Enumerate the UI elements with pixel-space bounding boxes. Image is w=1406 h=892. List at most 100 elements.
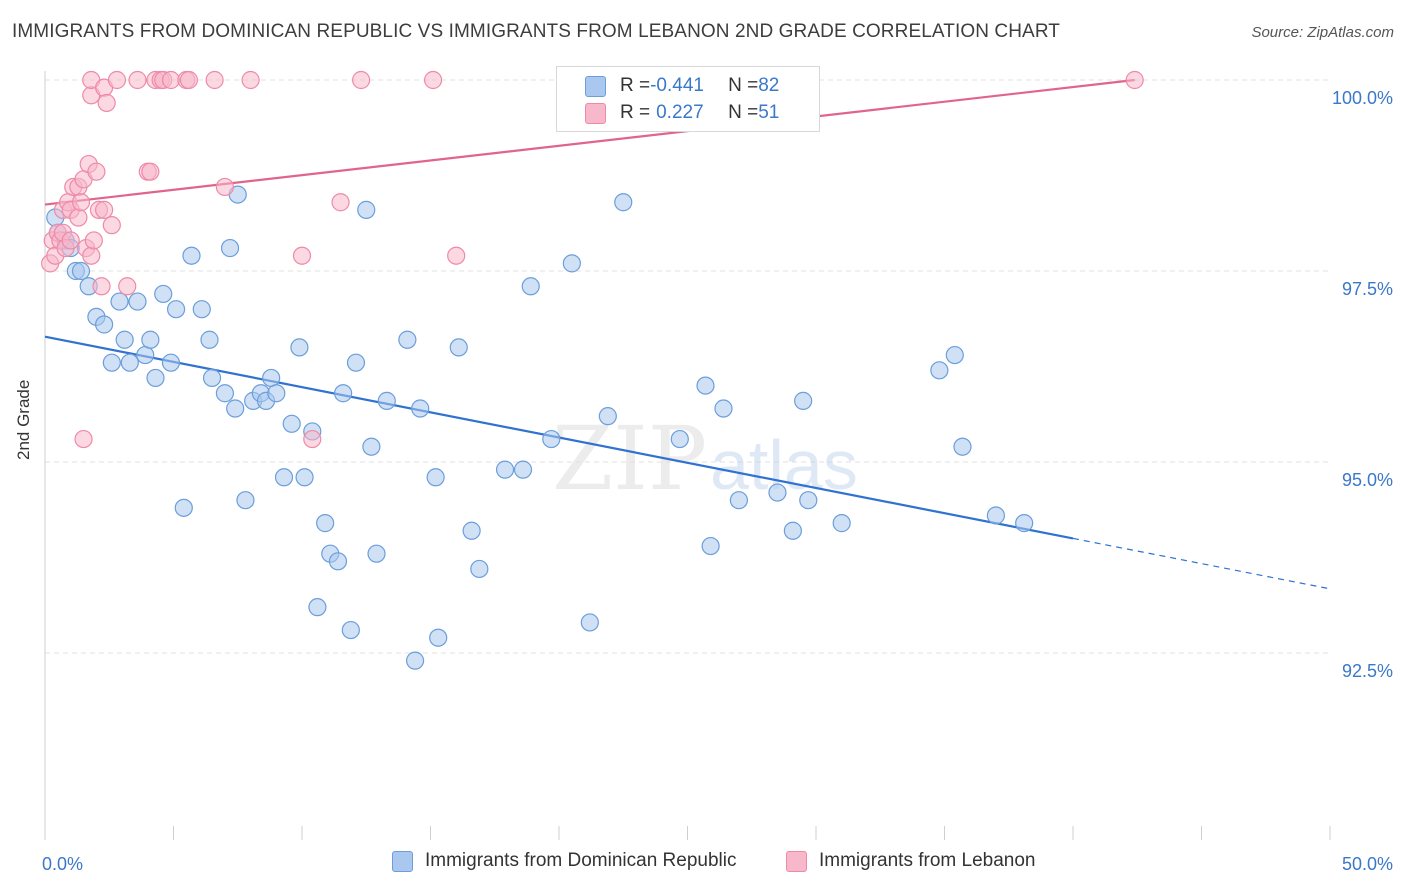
dominican-point <box>334 384 353 403</box>
lebanon-point <box>95 200 114 219</box>
lebanon-point <box>141 162 160 181</box>
tick-labels: 92.5% 95.0% 97.5% 100.0% 0.0% 50.0% <box>42 88 1393 874</box>
lebanon-point <box>87 162 106 181</box>
lebanon-point <box>74 429 93 449</box>
dominican-point <box>362 437 381 456</box>
legend-swatch-pink <box>585 102 606 124</box>
lebanon-point <box>352 70 371 90</box>
dominican-point <box>328 552 348 571</box>
dominican-point <box>357 200 376 219</box>
lebanon-point <box>128 70 147 90</box>
n-value: 82 <box>758 75 780 96</box>
axis-layer <box>44 71 1331 840</box>
y-tick-label: 100.0% <box>1332 88 1393 108</box>
points-layer <box>41 70 1144 670</box>
dominican-point <box>161 353 181 372</box>
r-value: -0.441 <box>650 75 704 96</box>
dominican-point <box>202 368 222 388</box>
lebanon-point <box>118 277 137 296</box>
legend-row-dominican: R = -0.441 N = 82 <box>585 74 779 98</box>
dominican-point <box>267 384 286 403</box>
dominican-point <box>521 277 540 296</box>
dominican-point <box>110 292 129 311</box>
dominican-point <box>832 514 851 533</box>
dominican-point <box>136 345 155 365</box>
lebanon-point <box>97 93 116 113</box>
dominican-point <box>71 261 91 281</box>
dominican-point <box>696 376 715 395</box>
dominican-point <box>470 559 489 579</box>
lebanon-point <box>292 246 312 265</box>
dominican-point <box>986 506 1006 525</box>
dominican-point <box>226 399 245 418</box>
dominican-point <box>768 483 787 502</box>
dominican-point <box>495 460 515 479</box>
dominican-point <box>215 384 234 403</box>
n-label: N = <box>728 102 759 123</box>
lebanon-point <box>107 70 127 90</box>
dominican-point <box>598 407 617 426</box>
dominican-point <box>316 514 335 533</box>
dominican-point <box>115 330 134 349</box>
dominican-point <box>513 460 533 479</box>
lebanon-point <box>92 277 111 296</box>
lebanon-point <box>303 429 322 449</box>
lebanon-point <box>331 193 350 212</box>
dominican-point <box>462 521 481 540</box>
dominican-point <box>236 491 255 510</box>
r-label: R = <box>620 102 651 123</box>
dominican-point <box>166 300 186 319</box>
dominican-point <box>614 193 633 212</box>
lebanon-point <box>241 70 260 90</box>
lebanon-point <box>215 177 234 197</box>
dominican-point <box>670 429 689 449</box>
dominican-point <box>426 468 445 487</box>
dominican-point <box>282 414 301 433</box>
dominican-point <box>262 368 281 388</box>
dominican-point <box>930 361 949 380</box>
dominican-point <box>141 330 160 349</box>
lebanon-point <box>179 70 199 90</box>
n-value: 51 <box>758 102 780 123</box>
chart-title: IMMIGRANTS FROM DOMINICAN REPUBLIC VS IM… <box>12 21 1061 42</box>
lebanon-point <box>84 231 103 250</box>
lebanon-point <box>102 216 121 235</box>
dominican-point <box>1015 514 1034 533</box>
dominican-point <box>295 468 314 487</box>
dominican-point <box>794 391 813 410</box>
dominican-point <box>945 345 964 365</box>
y-tick-label: 95.0% <box>1342 470 1393 490</box>
x-tick-label: 0.0% <box>42 854 83 874</box>
dominican-point <box>449 338 468 357</box>
watermark-zip: ZIP <box>552 407 707 510</box>
series-legend: Immigrants from Dominican Republic Immig… <box>0 850 1406 878</box>
legend-item-dominican[interactable]: Immigrants from Dominican Republic <box>392 850 737 872</box>
dominican-point <box>102 353 121 372</box>
dominican-point <box>729 491 749 510</box>
y-axis-label: 2nd Grade <box>14 379 33 460</box>
legend-swatch-blue <box>392 850 413 872</box>
lebanon-point <box>161 70 181 90</box>
dominican-point <box>290 338 309 357</box>
source-label: Source: ZipAtlas.com <box>1251 24 1394 41</box>
n-label: N = <box>728 75 759 96</box>
dominican-point <box>367 544 386 563</box>
dominican-point <box>220 238 240 258</box>
lebanon-point <box>71 193 91 212</box>
dominican-point <box>346 353 366 372</box>
lebanon-point <box>82 246 101 265</box>
legend-label-lebanon: Immigrants from Lebanon <box>819 850 1036 871</box>
dominican-point <box>274 468 294 487</box>
dominican-point <box>701 536 720 556</box>
dominican-trend-extension <box>1072 537 1331 590</box>
dominican-point <box>154 284 173 304</box>
dominican-point <box>128 292 147 311</box>
dominican-point <box>953 437 972 456</box>
dominican-point <box>174 498 193 517</box>
lebanon-point <box>447 246 466 265</box>
legend-swatch-pink <box>786 850 807 872</box>
legend-swatch-blue <box>585 75 606 97</box>
legend-item-lebanon[interactable]: Immigrants from Lebanon <box>786 850 1036 872</box>
dominican-point <box>799 491 818 510</box>
